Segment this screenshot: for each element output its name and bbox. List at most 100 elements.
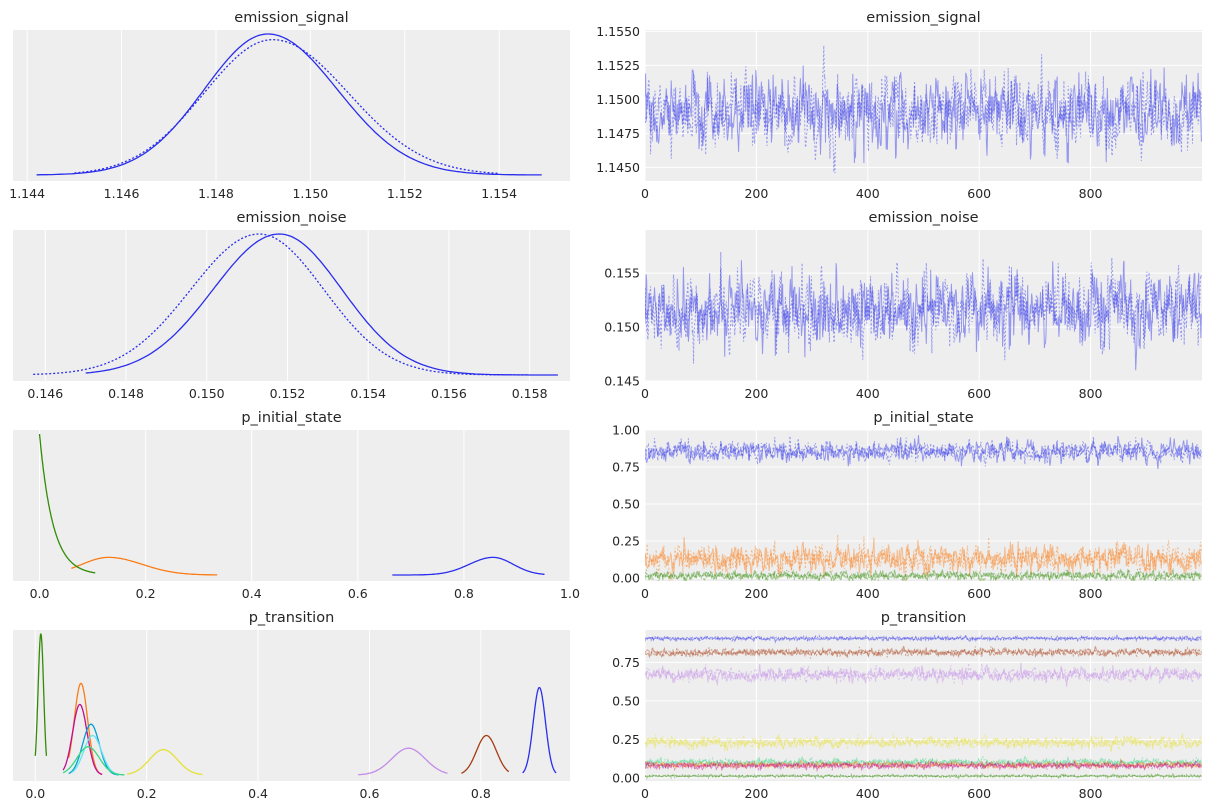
trace-series-line [645, 772, 1202, 780]
trace-series-line [645, 260, 1202, 371]
x-tick-label: 0.150 [189, 386, 225, 401]
kde-series-line [33, 233, 530, 376]
x-tick-label: 0.146 [27, 386, 63, 401]
x-tick-label: 600 [967, 386, 991, 401]
x-tick-label: 0.156 [431, 386, 467, 401]
trace-series-line [645, 645, 1202, 659]
plot-area [13, 230, 570, 381]
panel-title: p_transition [249, 610, 335, 626]
x-tick-label: 0.4 [242, 586, 262, 601]
x-tick-label: 0.152 [270, 386, 306, 401]
panel-title: p_transition [881, 610, 967, 626]
x-tick-label: 1.146 [104, 186, 140, 201]
trace-series-line [645, 662, 1202, 687]
y-tick-label: 0.75 [612, 460, 640, 475]
trace-series-line [645, 733, 1202, 753]
x-tick-label: 800 [1079, 386, 1103, 401]
x-tick-label: 800 [1079, 186, 1103, 201]
trace-series-line [645, 537, 1202, 579]
x-tick-label: 0.6 [348, 586, 368, 601]
plot-area [645, 230, 1202, 381]
x-tick-label: 0.8 [454, 586, 474, 601]
kde-series-line [71, 556, 218, 576]
x-tick-label: 1.0 [560, 586, 580, 601]
y-tick-label: 0.75 [612, 655, 640, 670]
trace-series-line [645, 435, 1202, 467]
plot-area [645, 430, 1202, 581]
x-tick-label: 0.0 [25, 786, 45, 801]
y-tick-label: 0.145 [604, 374, 640, 389]
y-tick-label: 0.50 [612, 693, 640, 708]
x-tick-label: 1.148 [198, 186, 234, 201]
trace-series-line [645, 251, 1202, 364]
kde-series-line [358, 747, 448, 776]
plot-area [645, 630, 1202, 781]
y-tick-label: 1.00 [612, 423, 640, 438]
x-tick-label: 0.158 [512, 386, 548, 401]
trace-series-line [645, 663, 1202, 685]
trace-panel-p-initial-state: p_initial_state 0 200 400 600 800 0.00 0.25 0.50… [612, 410, 1202, 601]
x-tick-label: 400 [856, 786, 880, 801]
x-tick-label: 0.0 [30, 586, 50, 601]
plot-area [13, 30, 570, 181]
trace-series-line [645, 534, 1202, 581]
trace-series-line [645, 435, 1202, 469]
trace-series-line [645, 45, 1202, 174]
x-tick-label: 1.144 [9, 186, 45, 201]
x-tick-label: 600 [967, 186, 991, 201]
y-tick-label: 1.1500 [596, 92, 640, 107]
trace-panel-p-transition: p_transition 0 200 400 600 800 0.00 0.25 0.50 0.7… [612, 610, 1202, 801]
x-tick-label: 400 [856, 386, 880, 401]
trace-series-line [645, 758, 1202, 771]
kde-panel-p-transition: p_transition 0.0 0.2 0.4 0.6 0.8 [13, 610, 570, 801]
x-tick-label: 0.2 [137, 786, 157, 801]
trace-series-line [645, 755, 1202, 770]
kde-series-line [127, 748, 203, 776]
x-tick-label: 0 [641, 186, 649, 201]
x-tick-label: 200 [744, 586, 768, 601]
x-tick-label: 0 [641, 386, 649, 401]
x-tick-label: 0.2 [136, 586, 156, 601]
kde-series-line [522, 686, 557, 774]
y-tick-label: 1.1550 [596, 24, 640, 39]
kde-series-line [36, 33, 542, 176]
x-tick-label: 200 [744, 386, 768, 401]
trace-series-line [645, 634, 1202, 643]
y-tick-label: 0.25 [612, 534, 640, 549]
kde-series-line [38, 433, 96, 574]
x-tick-label: 600 [967, 786, 991, 801]
trace-series-line [645, 646, 1202, 659]
panel-title: emission_noise [236, 210, 346, 226]
kde-series-line [74, 38, 500, 175]
y-tick-label: 1.1450 [596, 160, 640, 175]
trace-panel-emission-noise: emission_noise 0 200 400 600 800 0.145 0.150 0.1… [604, 210, 1202, 401]
x-tick-label: 800 [1079, 786, 1103, 801]
trace-series-line [645, 733, 1202, 751]
trace-series-line [645, 757, 1202, 772]
kde-panel-emission-noise: emission_noise 0.146 0.148 0.150 0.152 0.154 0… [13, 210, 570, 401]
panel-title: emission_signal [866, 10, 980, 26]
kde-series-line [34, 633, 48, 756]
x-tick-label: 200 [744, 786, 768, 801]
trace-series-line [645, 759, 1202, 772]
panel-title: p_initial_state [873, 410, 973, 426]
x-tick-label: 0 [641, 586, 649, 601]
x-tick-label: 1.152 [387, 186, 423, 201]
y-tick-label: 0.50 [612, 497, 640, 512]
panel-title: p_initial_state [241, 410, 341, 426]
y-tick-label: 0.155 [604, 266, 640, 281]
x-tick-label: 0.8 [471, 786, 491, 801]
plot-area [645, 30, 1202, 181]
trace-series-line [645, 634, 1202, 645]
panel-title: emission_signal [234, 10, 348, 26]
y-tick-label: 1.1525 [596, 58, 640, 73]
x-tick-label: 200 [744, 186, 768, 201]
y-tick-label: 0.150 [604, 320, 640, 335]
x-tick-label: 600 [967, 586, 991, 601]
y-tick-label: 1.1475 [596, 126, 640, 141]
trace-panel-emission-signal: emission_signal 0 200 400 600 800 1.1450 1.1475… [596, 10, 1202, 201]
trace-series-line [645, 759, 1202, 773]
trace-series-line [645, 568, 1202, 581]
kde-series-line [461, 734, 510, 774]
